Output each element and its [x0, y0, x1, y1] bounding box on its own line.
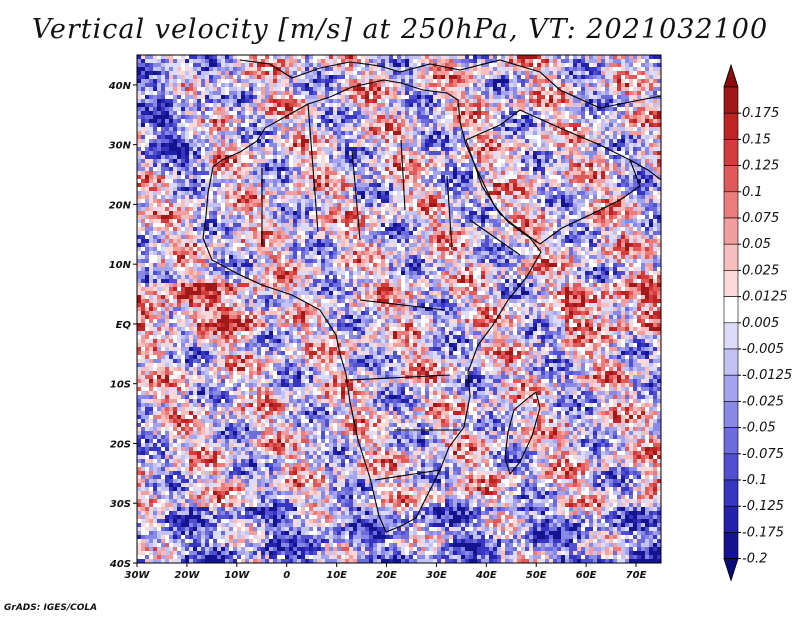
colorbar-label: 0.025	[742, 263, 779, 278]
colorbar-swatch	[723, 243, 739, 271]
x-tick-label: 10E	[326, 570, 347, 581]
colorbar-swatch	[723, 139, 739, 166]
colorbar-label: -0.1	[742, 473, 767, 488]
coastlines	[202, 59, 661, 533]
colorbar-swatch	[723, 479, 739, 507]
chart-title: Vertical velocity [m/s] at 250hPa, VT: 2…	[0, 14, 800, 45]
footer-credit: GrADS: IGES/COLA	[4, 603, 97, 613]
x-tick-label: 20E	[376, 570, 397, 581]
colorbar-label: 0.005	[742, 316, 779, 331]
colorbar-swatch	[723, 348, 739, 376]
colorbar-swatch	[723, 86, 739, 114]
colorbar-swatch	[723, 296, 739, 324]
colorbar-swatch	[723, 112, 739, 140]
colorbar-label: -0.075	[742, 447, 784, 462]
colorbar-label: 0.0125	[742, 290, 788, 305]
india-coastline	[629, 159, 661, 181]
colorbar-swatch	[723, 217, 739, 245]
colorbar-label: 0.125	[742, 159, 779, 174]
x-tick-label: 60E	[576, 570, 597, 581]
colorbar-label: -0.005	[742, 342, 784, 357]
y-tick-label: 40S	[109, 559, 131, 570]
colorbar-label: -0.2	[742, 552, 767, 567]
x-tick-label: 50E	[526, 570, 547, 581]
colorbar-swatch	[723, 505, 739, 533]
map-frame	[136, 54, 662, 564]
colorbar-swatch	[723, 322, 739, 350]
colorbar-label: -0.0125	[742, 368, 792, 383]
border-line	[261, 103, 521, 481]
x-tick-label: 10W	[224, 570, 250, 581]
colorbar-label: -0.125	[742, 499, 784, 514]
x-tick-label: 20W	[174, 570, 200, 581]
colorbar-swatch	[723, 374, 739, 402]
x-tick-label: 70E	[626, 570, 647, 581]
colorbar: 0.175 0.15 0.125 0.1 0.075 0.05 0.025 0.0125 0.0…	[723, 63, 792, 582]
colorbar-swatch	[723, 453, 739, 481]
x-tick-label: 30W	[125, 570, 151, 581]
colorbar-swatch	[723, 401, 739, 428]
colorbar-label: 0.1	[742, 185, 763, 200]
madagascar-coastline	[504, 391, 541, 476]
colorbar-label: 0.175	[742, 106, 779, 121]
y-tick-label: 30S	[110, 499, 131, 510]
arabia-coastline	[465, 109, 641, 245]
colorbar-label: 0.05	[742, 237, 771, 252]
x-axis: 30W 20W 10W 0 10E 20E 30E 40E 50E 60E 70E	[125, 563, 647, 581]
colorbar-swatch	[723, 532, 739, 559]
colorbar-label: 0.15	[742, 132, 771, 147]
y-tick-label: 40N	[108, 81, 132, 92]
colorbar-bottom-arrow	[723, 558, 739, 582]
y-tick-label: 10S	[110, 380, 131, 391]
europe-coastline	[239, 59, 661, 109]
colorbar-top-arrow	[723, 63, 739, 88]
colorbar-swatch	[723, 191, 739, 219]
colorbar-label: 0.075	[742, 211, 779, 226]
x-tick-label: 30E	[426, 570, 447, 581]
y-tick-label: 20S	[110, 439, 131, 450]
colorbar-swatch	[723, 427, 739, 455]
africa-coastline	[202, 79, 542, 533]
y-tick-label: EQ	[116, 320, 132, 331]
y-axis: 40N 30N 20N 10N EQ 10S 20S 30S 40S	[108, 81, 137, 570]
colorbar-label: -0.175	[742, 525, 784, 540]
y-tick-label: 20N	[109, 200, 132, 211]
y-tick-label: 10N	[109, 260, 132, 271]
colorbar-label: -0.05	[742, 421, 776, 436]
colorbar-swatch	[723, 270, 739, 297]
colorbar-swatch	[723, 165, 739, 193]
colorbar-label: -0.025	[742, 394, 784, 409]
velocity-field	[137, 55, 661, 563]
y-tick-label: 30N	[109, 141, 132, 152]
x-tick-label: 0	[283, 570, 290, 581]
x-tick-label: 40E	[475, 570, 497, 581]
